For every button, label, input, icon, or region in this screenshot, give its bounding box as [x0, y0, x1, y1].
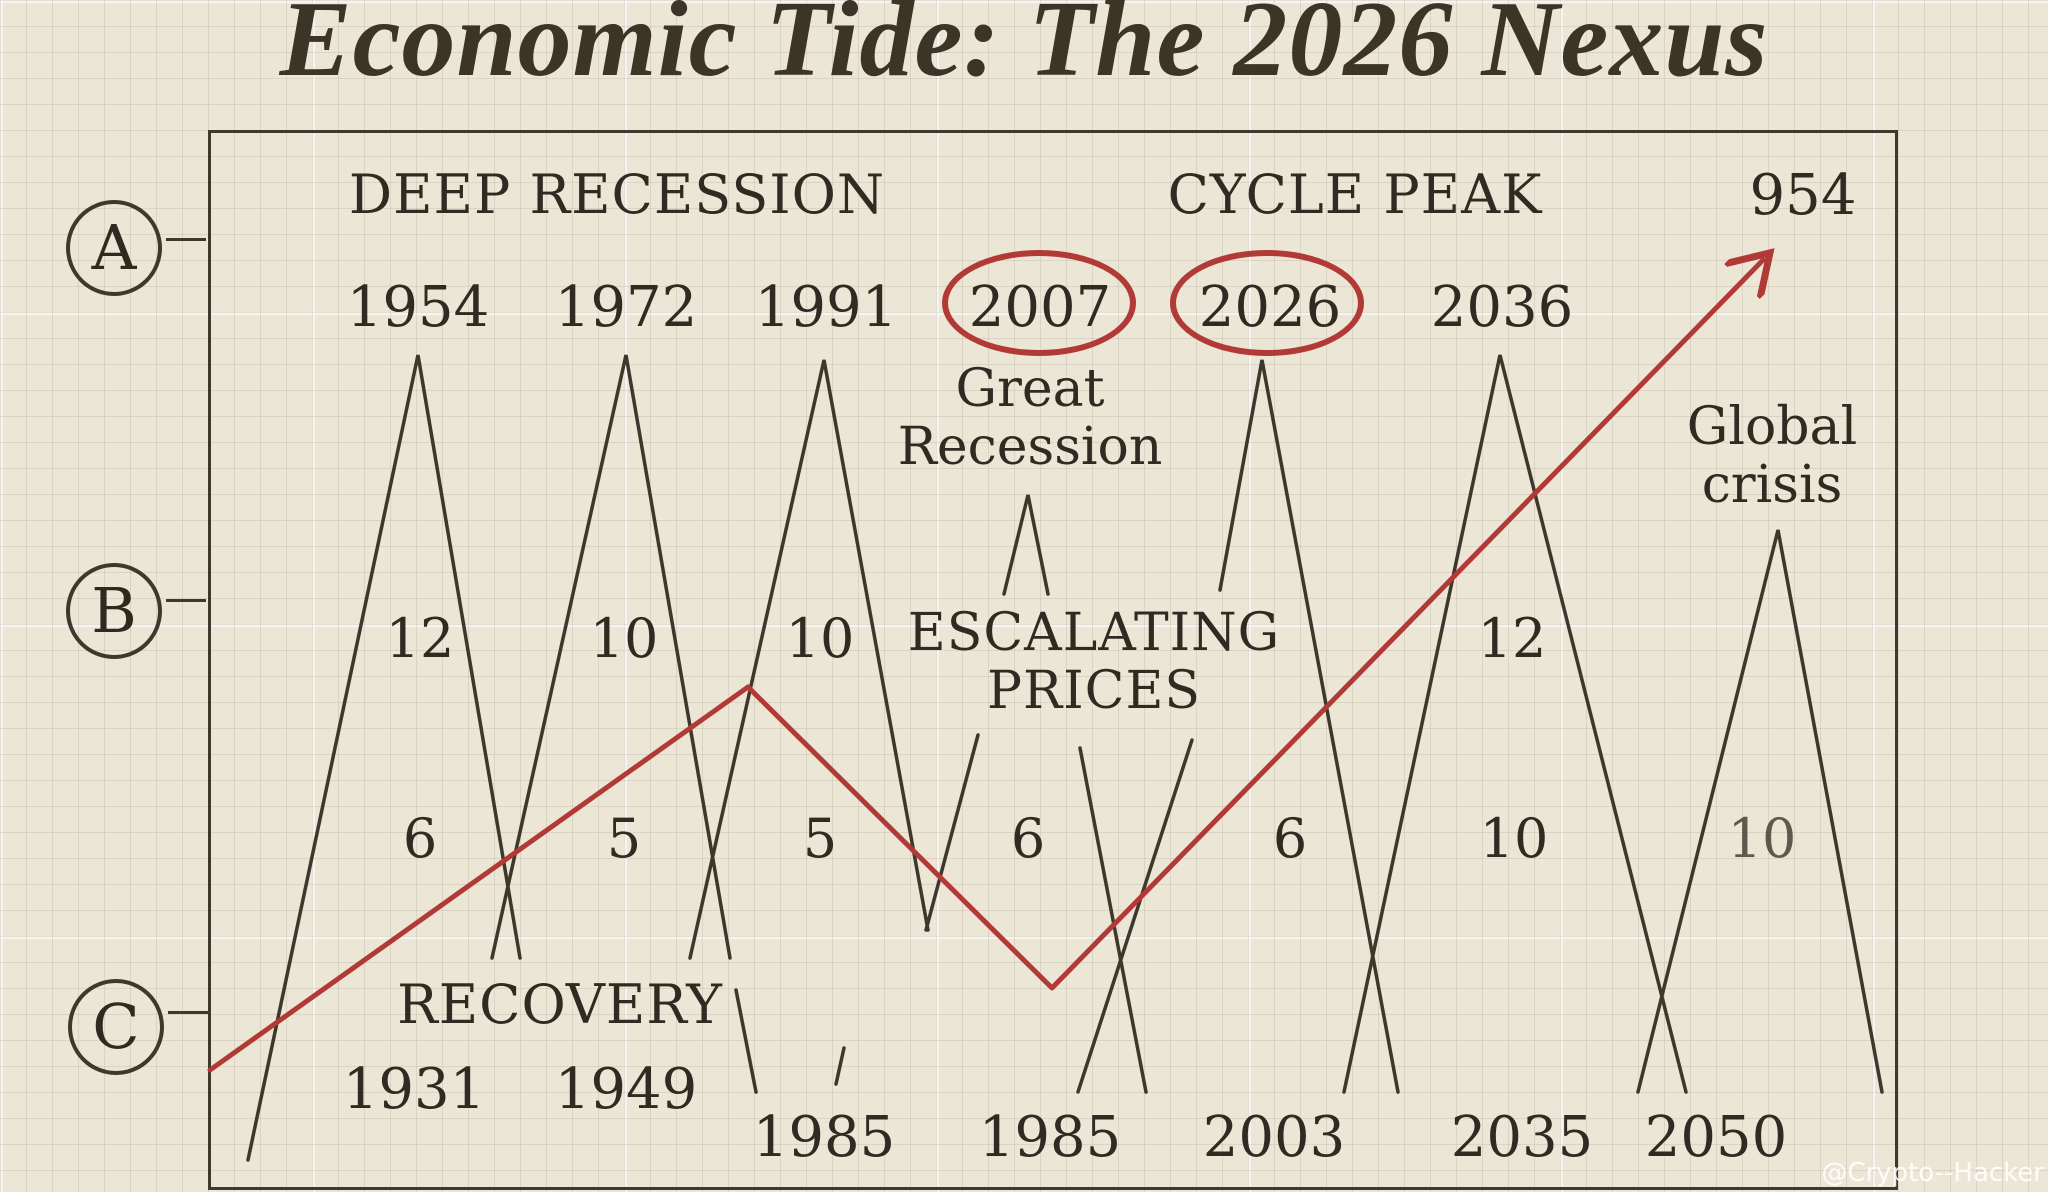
row-b-value: 12 — [1477, 607, 1547, 670]
bottom-year: 2050 — [1644, 1105, 1788, 1170]
bottom-year: 1985 — [978, 1105, 1122, 1170]
wave-2036 — [1342, 354, 1688, 1094]
note-escalating-prices: ESCALATING PRICES — [907, 603, 1281, 722]
note-recovery: RECOVERY — [397, 973, 723, 1036]
wave-2007 — [1002, 494, 1050, 596]
peak-year: 1991 — [754, 275, 898, 340]
row-c-value: 5 — [802, 807, 838, 870]
row-tick-a — [166, 238, 206, 241]
bottom-year: 1931 — [342, 1057, 486, 1122]
highlight-circle-2026 — [1170, 250, 1364, 356]
row-tick-b — [166, 599, 206, 602]
header-cycle-peak: CYCLE PEAK — [1167, 163, 1543, 226]
row-label-a: A — [66, 200, 162, 296]
watermark: @Crypto--Hacker — [1821, 1158, 2044, 1188]
corner-value: 954 — [1749, 163, 1857, 228]
wave-1985-right — [1078, 746, 1148, 1094]
wave-2050 — [1636, 529, 1884, 1094]
wave-1954 — [246, 354, 522, 1162]
page-title: Economic Tide: The 2026 Nexus — [279, 0, 1769, 99]
row-tick-c — [168, 1011, 208, 1014]
tick-mark — [834, 1046, 846, 1086]
row-c-value: 10 — [1727, 807, 1797, 870]
peak-year: 1954 — [346, 275, 490, 340]
peak-year: 1972 — [554, 275, 698, 340]
row-c-value: 6 — [1272, 807, 1308, 870]
bottom-year: 1949 — [554, 1057, 698, 1122]
row-label-b: B — [66, 563, 162, 659]
wave-1972 — [490, 354, 732, 960]
row-c-value: 10 — [1479, 807, 1549, 870]
wave-1985-left — [924, 733, 980, 932]
row-b-value: 10 — [589, 607, 659, 670]
wave-2026 — [1076, 738, 1194, 1094]
row-c-value: 6 — [402, 807, 438, 870]
bottom-year: 1985 — [752, 1105, 896, 1170]
row-c-value: 6 — [1010, 807, 1046, 870]
highlight-circle-2007 — [942, 250, 1136, 356]
wave-1991 — [688, 359, 930, 960]
note-global-crisis: Global crisis — [1686, 397, 1858, 516]
note-great-recession: Great Recession — [897, 359, 1163, 478]
trend-line — [207, 260, 1763, 1073]
tick-mark — [734, 988, 758, 1094]
row-b-value: 12 — [385, 607, 455, 670]
row-label-c: C — [68, 979, 164, 1075]
header-deep-recession: DEEP RECESSION — [348, 163, 886, 226]
bottom-year: 2035 — [1450, 1105, 1594, 1170]
peak-year: 2036 — [1430, 275, 1574, 340]
wave-2026-peak — [1218, 359, 1400, 1094]
bottom-year: 2003 — [1202, 1105, 1346, 1170]
chart-frame — [208, 130, 1898, 1190]
row-b-value: 10 — [785, 607, 855, 670]
row-c-value: 5 — [606, 807, 642, 870]
